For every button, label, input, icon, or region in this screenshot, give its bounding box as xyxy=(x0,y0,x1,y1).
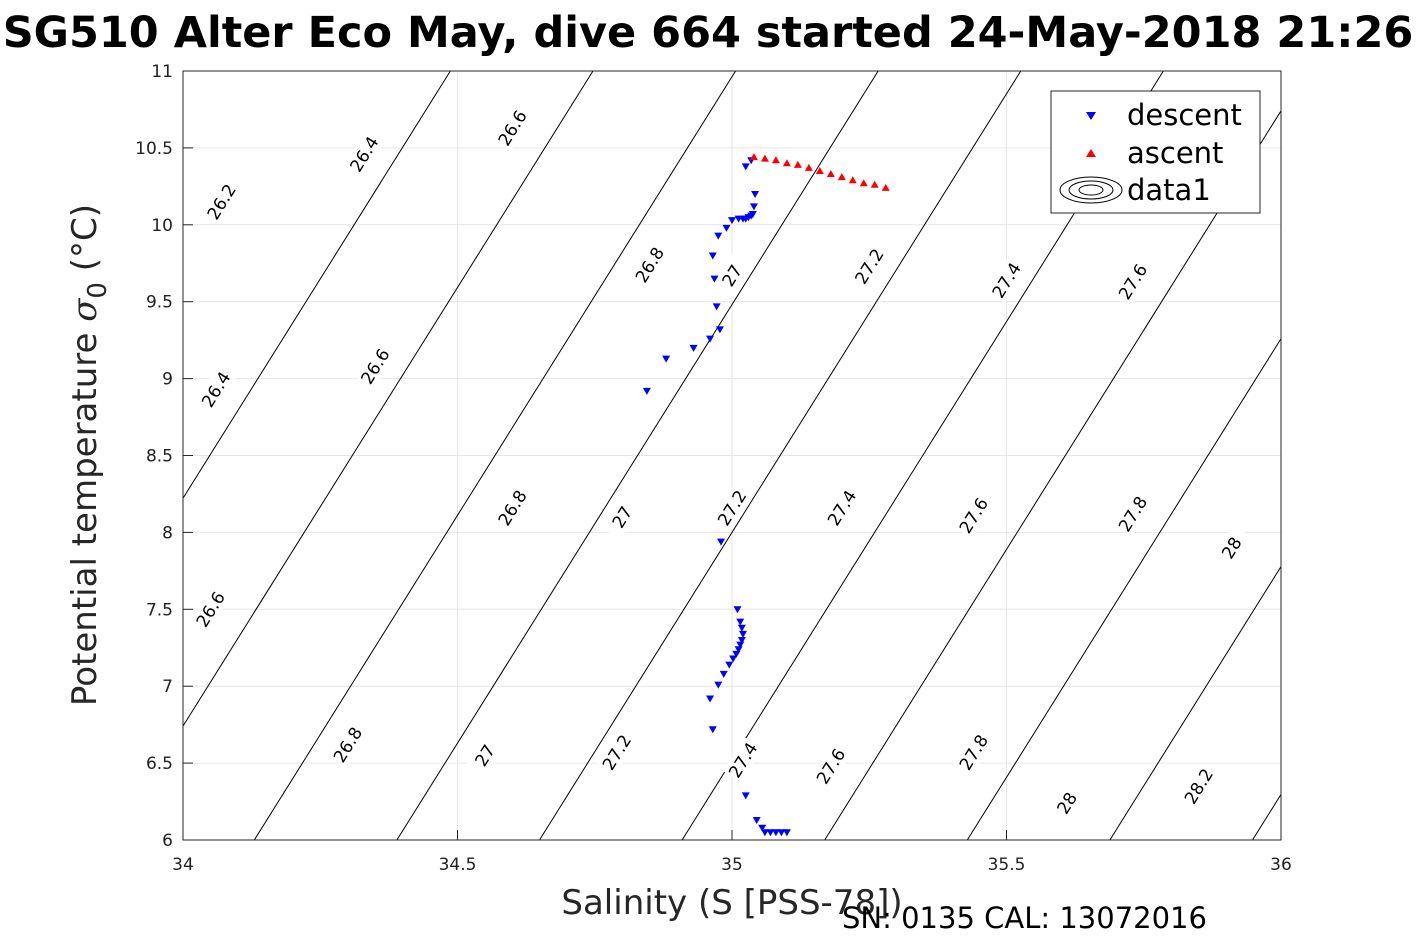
descent-point xyxy=(752,817,761,825)
descent-point xyxy=(749,203,758,211)
descent-point xyxy=(777,829,786,837)
ascent-point xyxy=(793,160,802,168)
legend-descent-marker xyxy=(1086,112,1096,120)
x-tick-label: 34 xyxy=(172,855,194,875)
ascent-point xyxy=(870,180,879,188)
ascent-point xyxy=(881,183,890,191)
y-axis-label: Potential temperature σ0 (°C) xyxy=(65,204,113,706)
descent-point xyxy=(771,829,780,837)
x-axis-label: Salinity (S [PSS-78]) xyxy=(561,883,902,923)
y-tick-label: 7 xyxy=(162,677,173,697)
x-tick-label: 36 xyxy=(1270,855,1292,875)
legend-descent-label: descent xyxy=(1127,98,1242,132)
ascent-point xyxy=(804,163,813,171)
contour-line-26.2 xyxy=(183,71,451,500)
contour-line-27 xyxy=(539,71,1022,840)
descent-point xyxy=(725,661,734,669)
axis-ticks: 34 34.5 35 35.5 36 6 6.5 7 7.5 8 8.5 9 9.5 10 10.5 11 xyxy=(135,62,1292,875)
data-markers xyxy=(642,153,890,837)
ascent-point xyxy=(815,166,824,174)
y-tick-label: 6 xyxy=(162,831,173,851)
y-tick-label: 10.5 xyxy=(135,139,173,159)
x-tick-label: 35 xyxy=(721,855,743,875)
descent-point xyxy=(706,335,715,343)
contour-label: 27 xyxy=(602,494,643,540)
descent-point xyxy=(722,224,731,232)
descent-point xyxy=(662,355,671,363)
descent-point xyxy=(760,829,769,837)
descent-point xyxy=(766,829,775,837)
descent-point xyxy=(734,215,743,223)
descent-point xyxy=(712,303,721,311)
y-tick-label: 8.5 xyxy=(146,447,173,467)
chart-title: SG510 Alter Eco May, dive 664 started 24… xyxy=(3,8,1414,58)
serial-calibration-footer: SN: 0135 CAL: 13072016 xyxy=(842,901,1207,935)
contour-line-27.8 xyxy=(1109,565,1281,840)
y-tick-label: 6.5 xyxy=(146,754,173,774)
y-tick-label: 9.5 xyxy=(146,293,173,313)
ascent-point xyxy=(771,156,780,164)
ascent-point xyxy=(826,170,835,178)
ascent-point xyxy=(760,154,769,162)
descent-point xyxy=(736,641,745,649)
descent-point xyxy=(706,695,715,703)
y-tick-label: 9 xyxy=(162,370,173,390)
descent-point xyxy=(710,275,719,283)
x-tick-label: 34.5 xyxy=(439,855,477,875)
ascent-point xyxy=(782,159,791,167)
ascent-point xyxy=(859,179,868,187)
legend-ascent-marker xyxy=(1086,149,1096,157)
descent-point xyxy=(717,538,726,546)
legend-box xyxy=(1050,90,1261,214)
descent-point xyxy=(689,344,698,352)
x-tick-label: 35.5 xyxy=(988,855,1026,875)
descent-point xyxy=(758,824,767,832)
descent-point xyxy=(733,606,742,614)
contour-line-26.6 xyxy=(253,71,736,840)
legend-data1-label: data1 xyxy=(1127,173,1211,207)
descent-point xyxy=(728,217,736,225)
descent-point xyxy=(642,387,651,395)
descent-point xyxy=(741,163,750,171)
descent-point xyxy=(738,630,747,638)
descent-point xyxy=(741,792,750,800)
contour-line-26.4 xyxy=(183,71,594,728)
legend: descent ascent data1 xyxy=(1050,90,1261,214)
contour-line-28.2 xyxy=(1395,71,1417,840)
descent-point xyxy=(708,726,717,734)
descent-point xyxy=(782,829,791,837)
y-tick-label: 8 xyxy=(162,523,173,543)
contour-line-27.6 xyxy=(966,337,1281,840)
y-tick-label: 11 xyxy=(151,62,173,82)
ascent-point xyxy=(837,173,846,181)
descent-point xyxy=(737,637,746,645)
ascent-point xyxy=(749,153,758,161)
legend-ascent-label: ascent xyxy=(1127,136,1223,170)
descent-point xyxy=(715,326,724,334)
descent-point xyxy=(732,650,741,658)
descent-point xyxy=(714,681,723,689)
descent-point xyxy=(708,252,717,260)
y-tick-label: 10 xyxy=(151,216,173,236)
descent-point xyxy=(719,670,728,678)
y-tick-label: 7.5 xyxy=(146,600,173,620)
contour-line-26.8 xyxy=(396,71,879,840)
descent-point xyxy=(751,191,760,199)
descent-point xyxy=(714,232,723,240)
descent-point xyxy=(729,655,738,663)
descent-point xyxy=(736,618,745,626)
legend-contour-icon xyxy=(1059,176,1123,204)
descent-point xyxy=(734,646,743,654)
ascent-point xyxy=(848,176,857,184)
descent-point xyxy=(737,624,746,632)
